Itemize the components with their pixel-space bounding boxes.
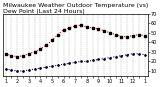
- Text: Milwaukee Weather Outdoor Temperature (vs) Dew Point (Last 24 Hours): Milwaukee Weather Outdoor Temperature (v…: [3, 3, 148, 14]
